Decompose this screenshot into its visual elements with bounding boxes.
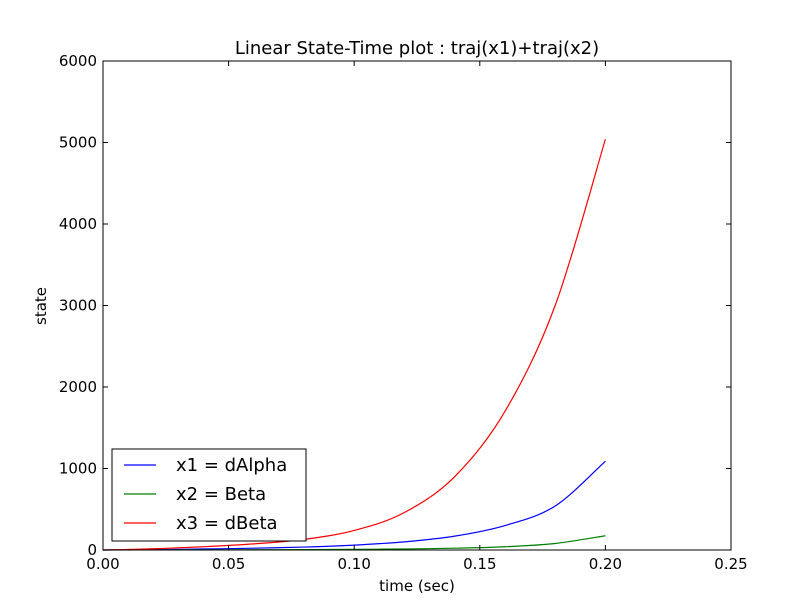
legend-label-2: x2 = Beta <box>176 484 266 505</box>
x-axis-label: time (sec) <box>379 577 455 595</box>
y-tick-label: 6000 <box>59 52 97 70</box>
y-tick-label: 0 <box>87 541 97 559</box>
legend-box <box>111 448 307 542</box>
x-tick-label: 0.15 <box>463 555 496 573</box>
y-tick-label: 5000 <box>59 134 97 152</box>
legend-label-3: x3 = dBeta <box>176 513 278 534</box>
series-line-3 <box>102 139 606 551</box>
legend: x1 = dAlpha x2 = Beta x3 = dBeta <box>111 448 307 542</box>
x-tick-label: 0.20 <box>589 555 622 573</box>
y-tick-label: 3000 <box>59 297 97 315</box>
y-tick-label: 2000 <box>59 378 97 396</box>
chart-title: Linear State-Time plot : traj(x1)+traj(x… <box>235 38 599 59</box>
x-tick-label: 0.05 <box>212 555 245 573</box>
y-tick-label: 4000 <box>59 215 97 233</box>
x-tick-label: 0.25 <box>714 555 747 573</box>
y-tick-label: 1000 <box>59 460 97 478</box>
x-tick-label: 0.00 <box>86 555 119 573</box>
y-axis-label: state <box>32 287 50 325</box>
legend-label-1: x1 = dAlpha <box>176 455 287 476</box>
x-tick-label: 0.10 <box>337 555 370 573</box>
